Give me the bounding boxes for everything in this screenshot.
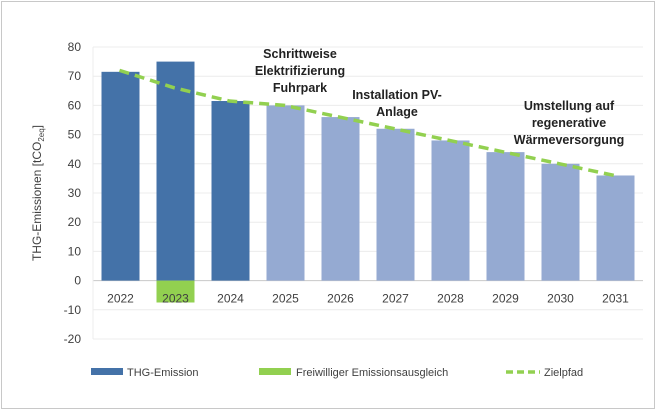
bar-thg-emission-2029 — [486, 152, 525, 281]
annotation-text: Umstellung auf — [524, 99, 615, 113]
bar-thg-emission-2028 — [431, 140, 470, 281]
annotation-text: Schrittweise — [263, 47, 337, 61]
x-tick-label: 2027 — [382, 292, 409, 306]
y-tick-label: 10 — [68, 244, 82, 258]
y-axis-label: THG-Emissionen [tCO2eq] — [30, 125, 46, 261]
annotation-text: Fuhrpark — [273, 81, 327, 95]
y-tick-label: 40 — [68, 157, 82, 171]
legend-label: Freiwilliger Emissionsausgleich — [296, 367, 448, 379]
x-tick-label: 2029 — [492, 292, 519, 306]
bar-thg-emission-2025 — [266, 105, 305, 281]
x-tick-label: 2025 — [272, 292, 299, 306]
x-tick-label: 2026 — [327, 292, 354, 306]
bar-thg-emission-2026 — [321, 117, 360, 281]
y-tick-label: 70 — [68, 69, 82, 83]
bar-thg-emission-2024 — [211, 101, 250, 281]
y-tick-label: -20 — [64, 332, 82, 346]
x-tick-label: 2024 — [217, 292, 244, 306]
x-tick-label: 2023 — [162, 292, 189, 306]
x-tick-label: 2030 — [547, 292, 574, 306]
bar-thg-emission-2031 — [596, 175, 635, 281]
annotation-text: Installation PV- — [352, 88, 442, 102]
bar-emissionsausgleich-2023 — [156, 280, 195, 303]
annotation-text: Wärmeversorgung — [514, 133, 624, 147]
chart-frame — [1, 1, 655, 409]
y-tick-label: 80 — [68, 40, 82, 54]
y-tick-label: -10 — [64, 303, 82, 317]
y-tick-label: 50 — [68, 128, 82, 142]
x-tick-label: 2022 — [107, 292, 134, 306]
y-tick-label: 0 — [74, 274, 81, 288]
legend-label: THG-Emission — [127, 367, 199, 379]
y-tick-label: 60 — [68, 98, 82, 112]
x-tick-label: 2031 — [602, 292, 629, 306]
annotation-text: Elektrifizierung — [255, 64, 345, 78]
bar-thg-emission-2030 — [541, 163, 580, 281]
bar-thg-emission-2022 — [101, 71, 140, 281]
x-tick-label: 2028 — [437, 292, 464, 306]
zielpfad-line — [118, 68, 615, 178]
bar-thg-emission-2023 — [156, 61, 195, 281]
annotation-text: regenerative — [532, 116, 606, 130]
legend-label: Zielpfad — [544, 367, 583, 379]
legend-swatch-emissionsausgleich — [259, 368, 291, 375]
y-tick-label: 30 — [68, 186, 82, 200]
y-tick-label: 20 — [68, 215, 82, 229]
bar-thg-emission-2027 — [376, 128, 415, 281]
legend-swatch-thg-emission — [91, 368, 123, 375]
annotation-text: Anlage — [376, 105, 418, 119]
